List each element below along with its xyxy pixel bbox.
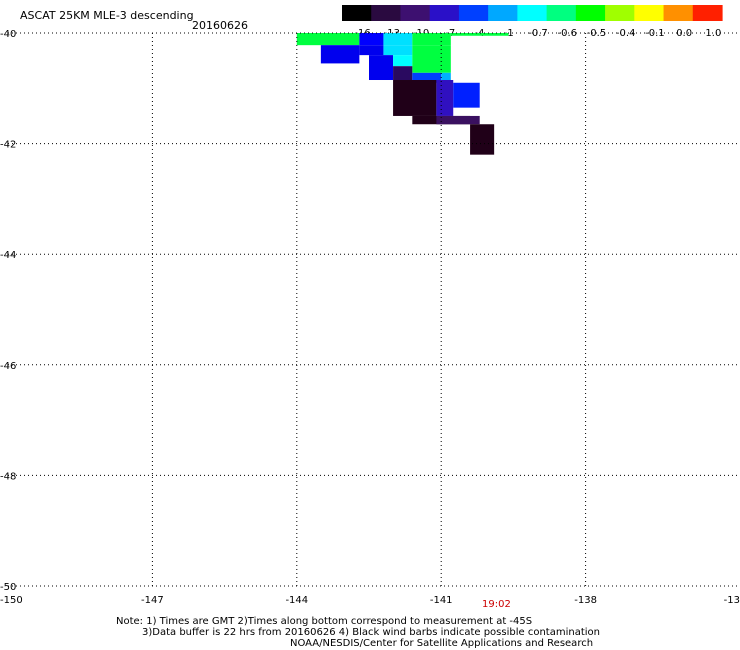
data-cell [412, 33, 451, 46]
colorbar-segment [458, 5, 489, 21]
x-tick-label: -138 [574, 595, 597, 606]
y-tick-label: -46 [0, 361, 16, 372]
colorbar-segment [429, 5, 460, 21]
data-cell [412, 45, 451, 73]
colorbar-segment [663, 5, 694, 21]
grid-lines [8, 32, 738, 587]
x-tick-label: -147 [141, 595, 164, 606]
data-cell [470, 124, 495, 155]
data-cell [441, 72, 451, 83]
colorbar-segment [342, 5, 372, 21]
time-label: 19:02 [482, 599, 511, 610]
map-date: 20160626 [192, 19, 248, 32]
note-line-3: NOAA/NESDIS/Center for Satellite Applica… [290, 638, 594, 649]
colorbar-segment [546, 5, 577, 21]
colorbar-segment [400, 5, 431, 21]
colorbar-label: 1.0 [705, 28, 721, 39]
y-tick-label: -44 [0, 250, 16, 261]
colorbar-segment [634, 5, 665, 21]
data-cell [369, 55, 394, 81]
x-tick-label: -13 [724, 595, 740, 606]
colorbar-label: -0.4 [616, 28, 636, 39]
x-tick-label: -144 [285, 595, 308, 606]
data-cell [359, 33, 384, 46]
map-title: ASCAT 25KM MLE-3 descending [20, 9, 194, 22]
data-cell [453, 82, 480, 108]
data-cell [393, 80, 437, 116]
data-cell [436, 115, 480, 125]
colorbar-segment [575, 5, 606, 21]
data-cell [393, 55, 413, 67]
colorbar-label: -0.6 [557, 28, 577, 39]
colorbar-label: -0.1 [645, 28, 665, 39]
axis-ticks: -150 -147 -144 -141 -138 -13 -40 -42 -44 -46 -48 -5… [0, 29, 740, 606]
data-cell [383, 33, 413, 46]
data-cell [450, 33, 509, 36]
y-tick-label: -48 [0, 471, 16, 482]
colorbar-label: -0.7 [528, 28, 548, 39]
note-line-1: Note: 1) Times are GMT 2)Times along bot… [116, 616, 533, 627]
note-line-2: 3)Data buffer is 22 hrs from 20160626 4)… [142, 627, 600, 638]
y-tick-label: -50 [0, 582, 16, 593]
y-tick-label: -42 [0, 140, 16, 151]
data-cell [359, 45, 384, 56]
colorbar-segment [517, 5, 548, 21]
data-cell [436, 80, 454, 116]
y-tick-label: -40 [0, 29, 16, 40]
colorbar-segment [605, 5, 635, 21]
x-tick-label: -150 [0, 595, 23, 606]
data-cell [296, 33, 360, 46]
colorbar-segment [692, 5, 723, 21]
data-cell [412, 72, 442, 83]
data-cell [393, 66, 413, 81]
data-cell [320, 45, 360, 64]
colorbar-segment [488, 5, 518, 21]
x-tick-label: -141 [430, 595, 453, 606]
data-cell [383, 45, 413, 56]
data-cells [296, 33, 509, 155]
colorbar-segment [371, 5, 402, 21]
